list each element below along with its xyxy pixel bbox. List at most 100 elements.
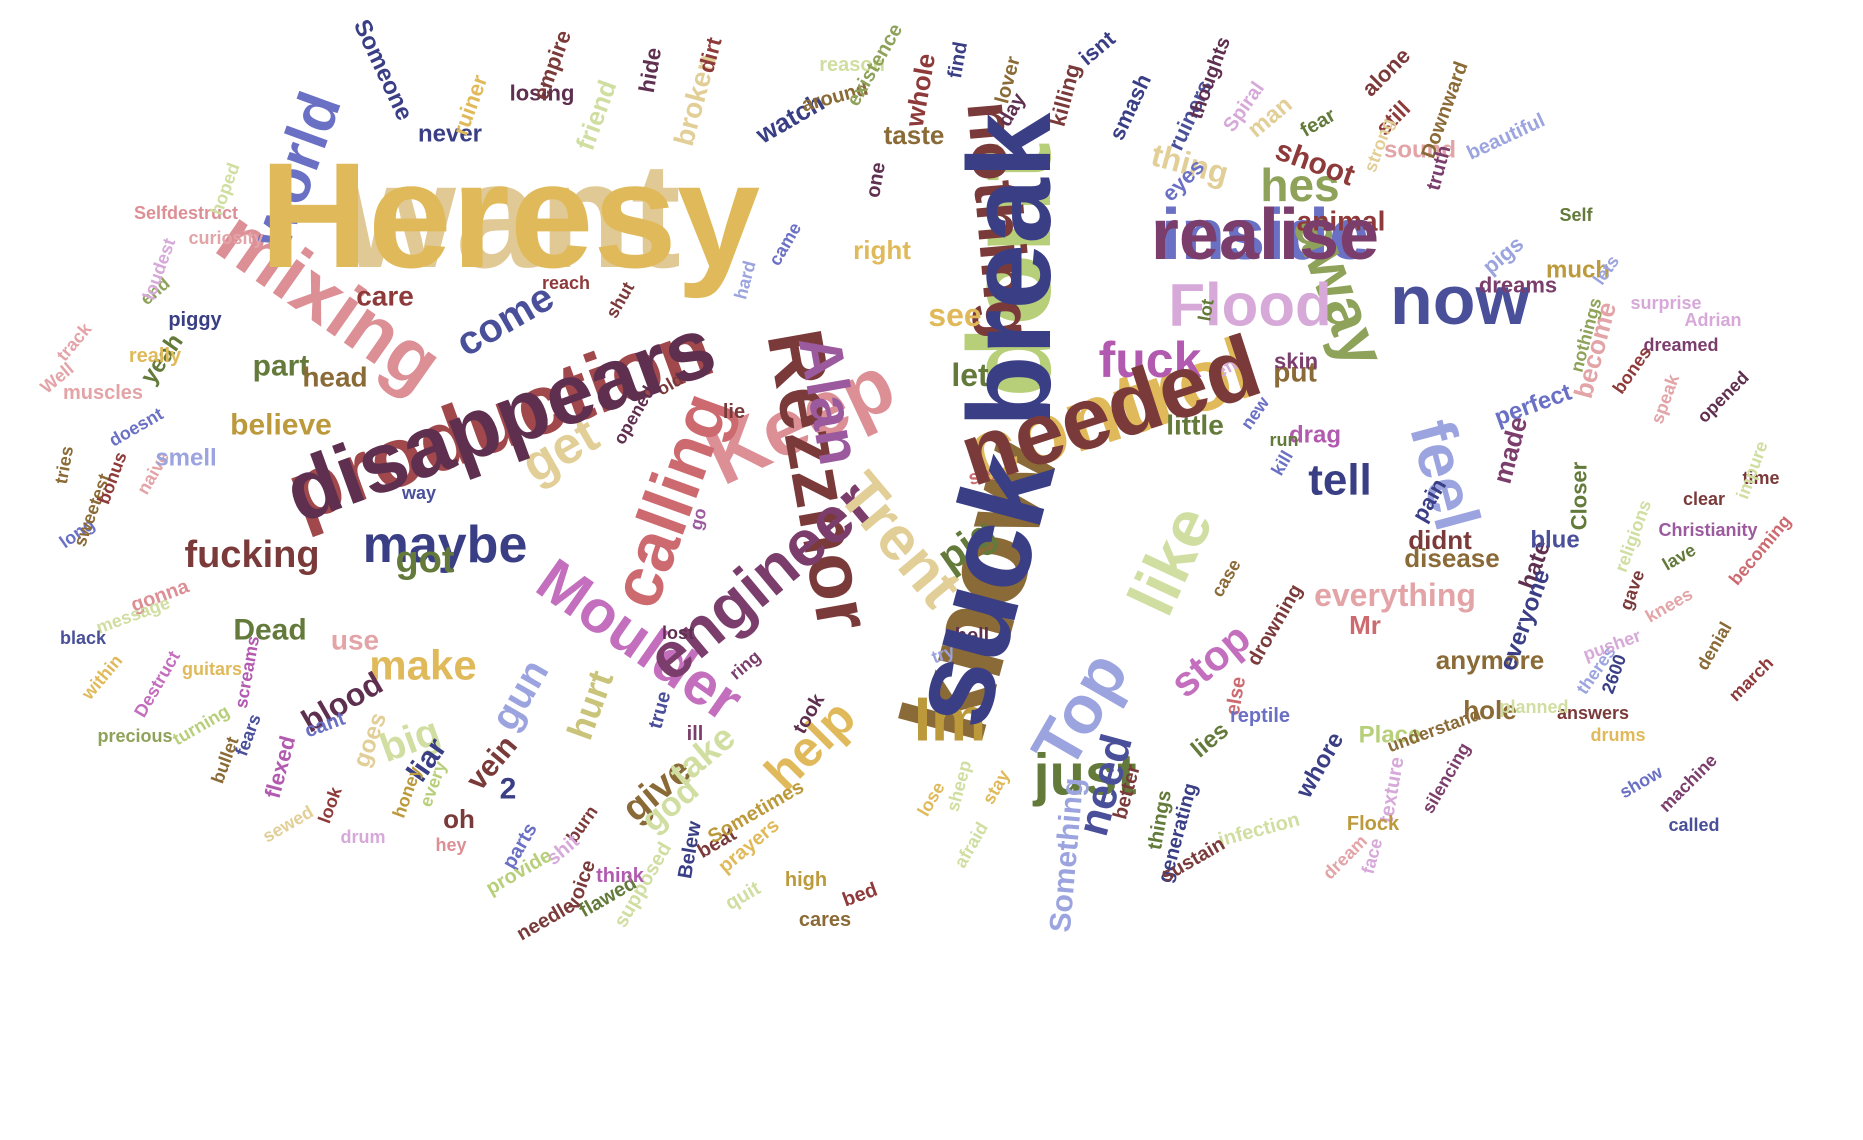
word-203: guitars: [182, 659, 242, 679]
word-0: want: [338, 131, 681, 299]
word-71: Closer: [1567, 461, 1592, 530]
word-29: make: [369, 642, 476, 689]
word-209: tries: [51, 445, 77, 486]
word-250: realise: [1151, 195, 1379, 275]
word-223: Selfdestruct: [134, 203, 238, 223]
word-52: use: [331, 625, 379, 656]
word-20: feel: [1396, 412, 1494, 537]
word-123: speak: [1647, 371, 1684, 427]
word-34: everything: [1314, 577, 1476, 613]
word-77: much: [1546, 257, 1610, 284]
word-118: surprise: [1630, 293, 1701, 313]
word-232: quit: [722, 877, 765, 915]
word-38: animal: [1297, 206, 1386, 237]
word-245: Heresy: [260, 131, 760, 299]
word-128: religions: [1611, 497, 1655, 574]
word-224: hoped: [206, 160, 243, 218]
word-157: reptile: [1230, 705, 1290, 727]
word-160: kill: [1267, 447, 1297, 479]
word-164: lot: [1194, 297, 1218, 322]
word-165: lie: [723, 401, 745, 423]
word-49: got: [395, 539, 454, 581]
word-125: time: [1742, 468, 1779, 488]
word-158: drowning: [1243, 581, 1307, 670]
word-74: skin: [1274, 349, 1318, 374]
word-88: whole: [899, 51, 942, 130]
word-27: fuck: [1099, 332, 1202, 388]
word-31: tell: [1308, 456, 1372, 505]
word-57: didnt: [1408, 525, 1472, 555]
word-196: fears: [231, 711, 265, 758]
word-86: smash: [1104, 70, 1156, 144]
word-221: loudest: [139, 236, 180, 303]
word-229: cares: [799, 909, 851, 931]
word-206: black: [60, 628, 107, 648]
word-1: dont: [944, 142, 1076, 398]
word-55: head: [302, 362, 367, 393]
word-63: Mr: [1349, 610, 1381, 640]
word-122: bones: [1609, 343, 1656, 398]
word-65: whore: [1290, 728, 1349, 804]
word-219: piggy: [168, 309, 222, 331]
word-183: 2: [500, 773, 517, 806]
word-174: lost: [662, 623, 694, 643]
word-67: Place: [1359, 722, 1422, 749]
word-119: Adrian: [1684, 310, 1741, 330]
word-135: march: [1725, 653, 1777, 705]
word-170: stay: [978, 766, 1013, 807]
word-240: think: [596, 865, 645, 887]
word-105: find: [944, 40, 972, 80]
word-215: smell: [155, 445, 216, 472]
word-93: never: [418, 121, 482, 148]
word-150: Flock: [1347, 813, 1400, 835]
word-100: ruiner: [448, 71, 493, 139]
word-139: answers: [1557, 703, 1629, 723]
word-161: run: [1270, 430, 1299, 450]
word-218: really: [129, 345, 182, 367]
word-180: true: [644, 689, 675, 731]
word-19: like: [1113, 494, 1227, 625]
word-190: drum: [341, 827, 386, 847]
word-69: everyone: [1494, 566, 1555, 674]
word-132: gave: [1616, 567, 1649, 612]
word-116: Self: [1559, 205, 1593, 225]
word-214: muscles: [63, 382, 143, 404]
word-98: right: [853, 235, 911, 265]
word-143: called: [1668, 815, 1719, 835]
word-124: opened: [1693, 367, 1752, 426]
word-50: fucking: [184, 534, 319, 576]
word-187: hey: [435, 835, 466, 855]
word-107: isnt: [1074, 25, 1121, 70]
word-79: dreams: [1479, 273, 1557, 298]
word-142: machine: [1655, 750, 1721, 816]
word-103: dirt: [693, 34, 726, 75]
word-89: taste: [884, 120, 945, 150]
word-236: Belew: [674, 819, 706, 880]
word-178: sheep: [943, 758, 976, 813]
word-51: Dead: [233, 614, 306, 647]
word-246: break: [944, 112, 1076, 427]
word-230: high: [785, 869, 827, 891]
word-21: Im: [914, 686, 986, 755]
word-173: hell: [955, 625, 989, 647]
word-217: track: [53, 318, 97, 365]
word-120: dreamed: [1643, 335, 1718, 355]
word-80: sound: [1384, 137, 1456, 164]
word-228: came: [765, 219, 805, 269]
word-200: Destruct: [130, 647, 184, 720]
word-225: reach: [542, 273, 590, 293]
word-64: hole: [1463, 695, 1516, 725]
word-54: part: [253, 350, 310, 383]
word-99: Someone: [348, 15, 418, 124]
word-181: ill: [687, 723, 704, 745]
word-97: one: [862, 161, 890, 200]
word-146: planned: [1499, 697, 1568, 717]
word-159: case: [1207, 556, 1244, 601]
word-28: hes: [1260, 159, 1339, 211]
word-62: little: [1166, 410, 1224, 441]
word-197: flexed: [260, 733, 301, 801]
word-194: look: [314, 783, 346, 826]
word-42: hurt: [559, 665, 621, 745]
